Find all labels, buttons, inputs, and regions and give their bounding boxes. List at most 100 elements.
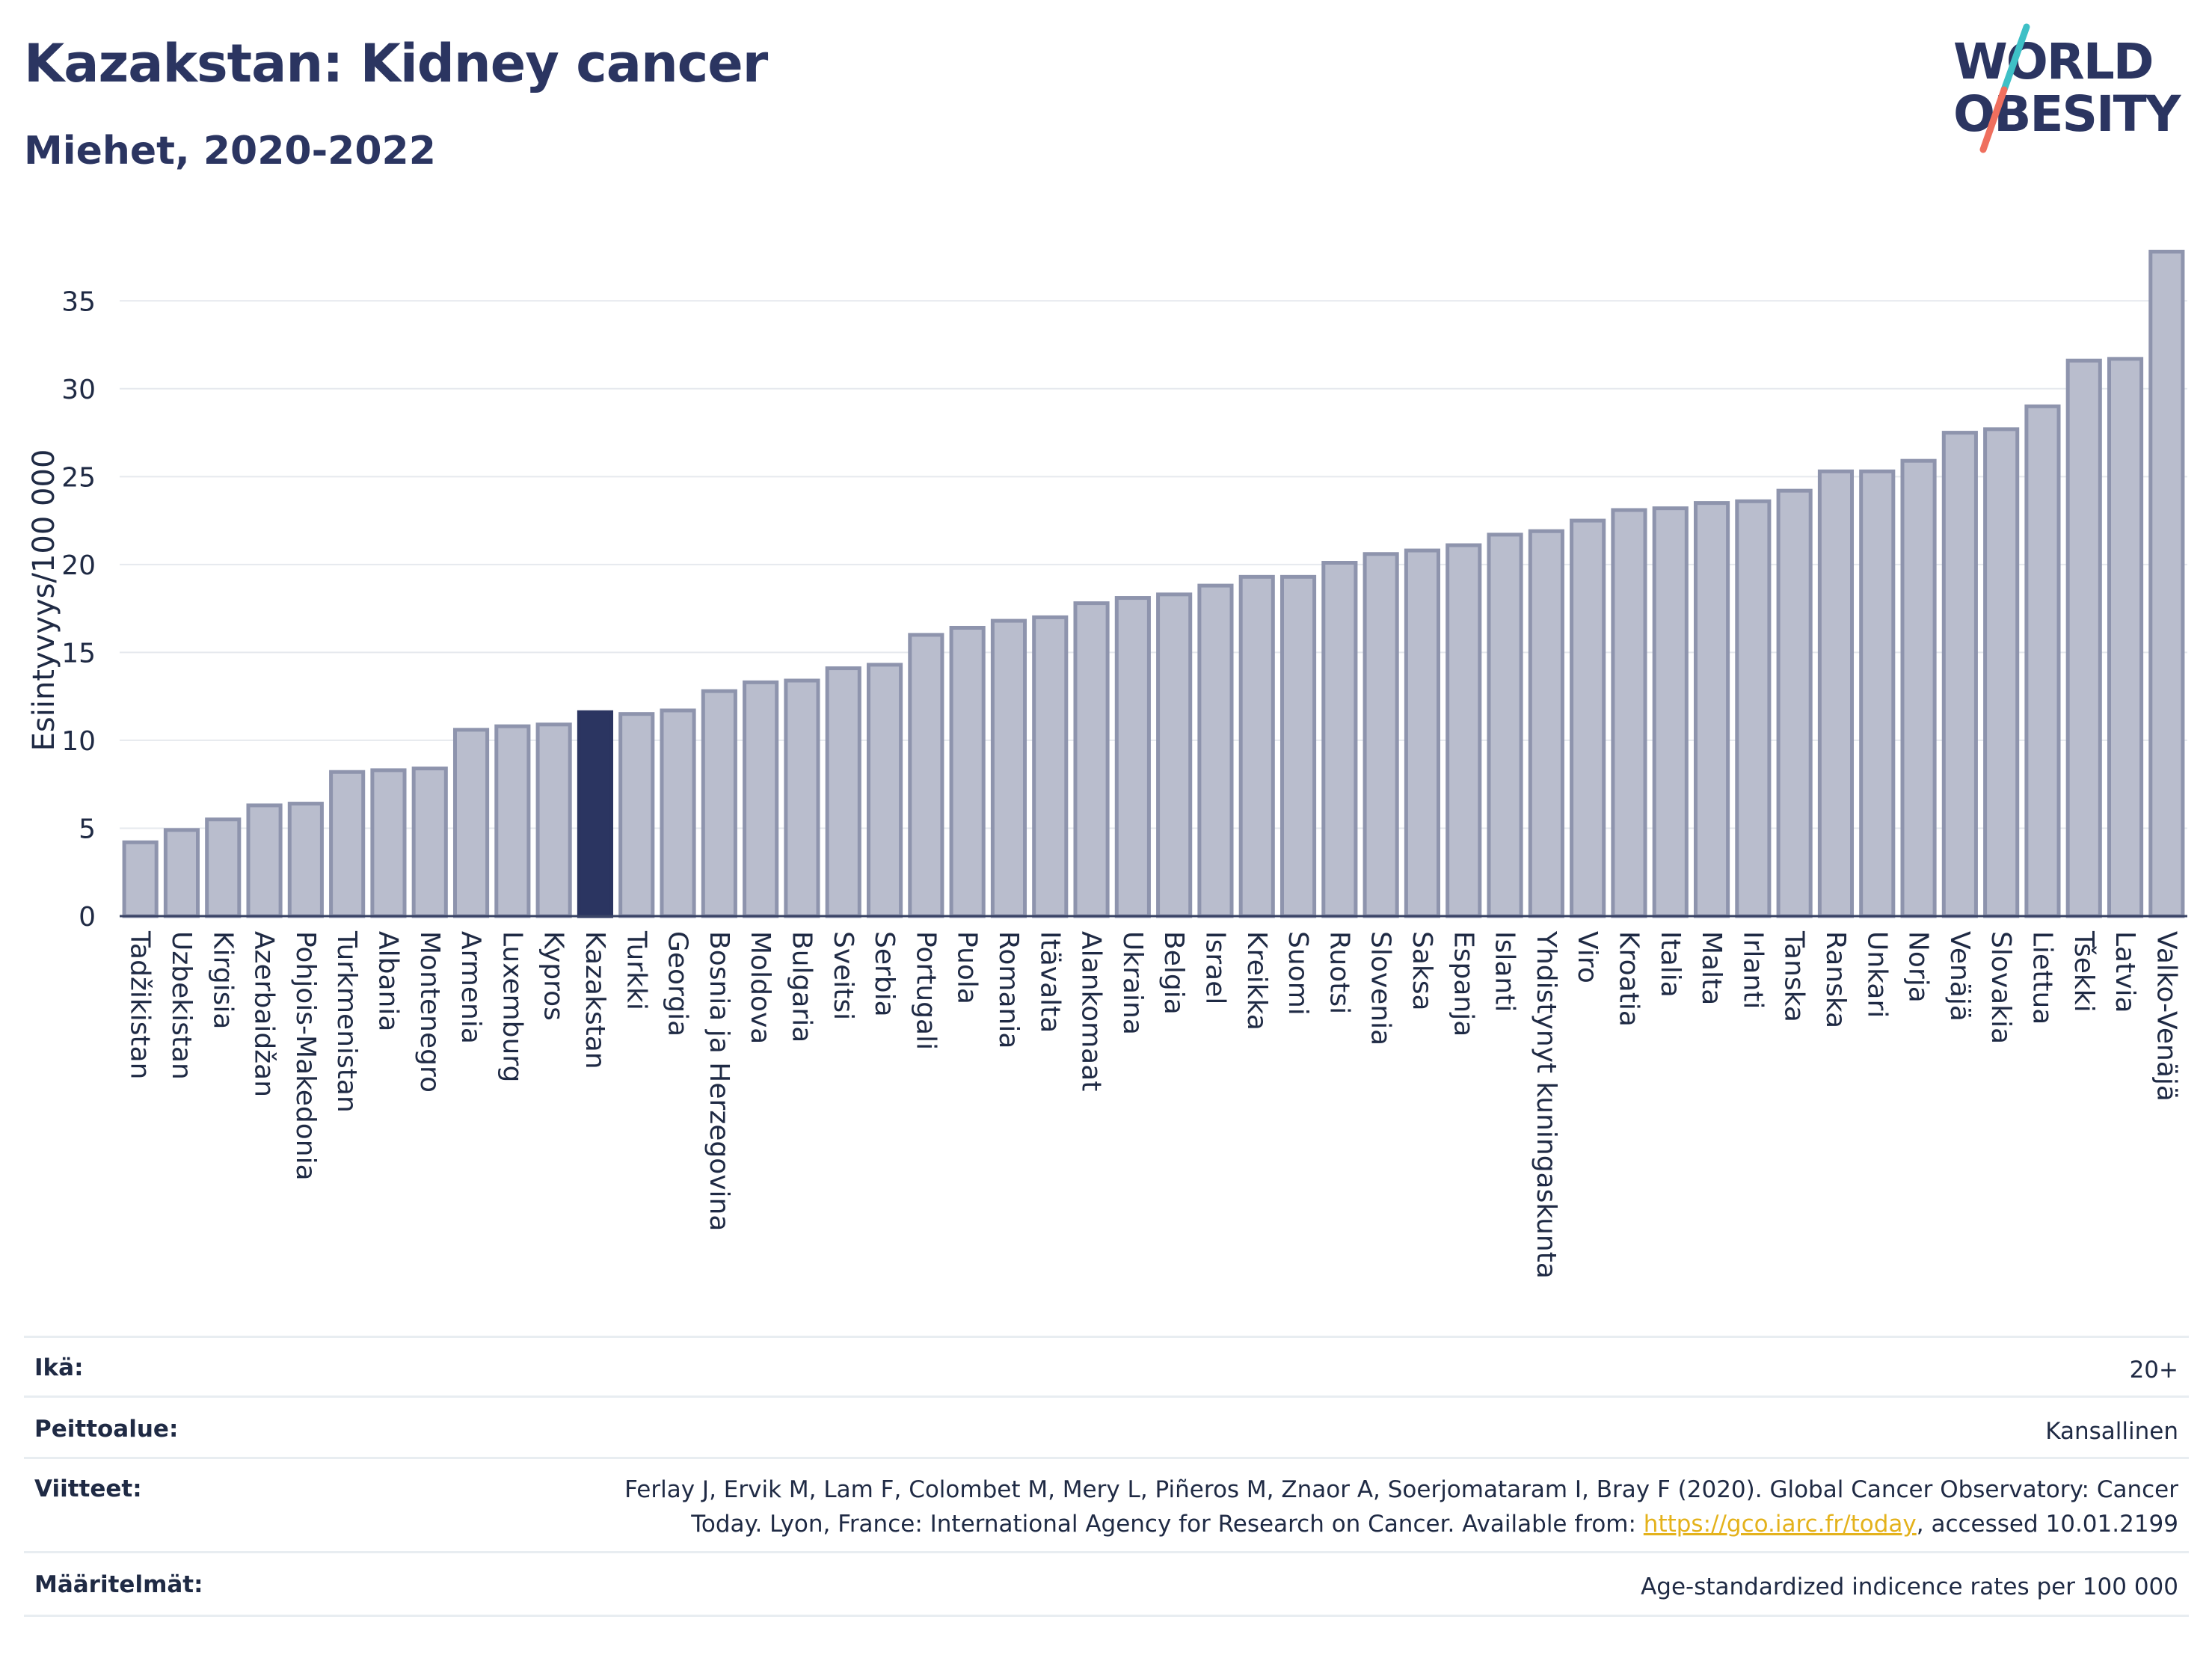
y-tick-label: 15 (61, 638, 96, 669)
bar (1941, 431, 1978, 918)
meta-references-label: Viitteet: (34, 1476, 142, 1502)
x-tick-label: Uzbekistan (166, 931, 197, 1080)
meta-age-label: Ikä: (34, 1354, 84, 1381)
bar (743, 680, 779, 918)
y-tick-label: 35 (61, 286, 96, 317)
meta-definitions-label: Määritelmät: (34, 1571, 203, 1598)
bar (908, 633, 944, 918)
bar-chart: 0 5 10 15 20 25 30 35 Esiintyvyys/100 000 Tadžiki… (27, 249, 2187, 1279)
y-tick-label: 20 (61, 550, 96, 581)
x-tick-label: Kirgisia (207, 931, 238, 1029)
bar (2024, 404, 2061, 918)
meta-references-value: Ferlay J, Ervik M, Lam F, Colombet M, Me… (624, 1473, 2178, 1541)
x-tick-label: Montenegro (414, 931, 445, 1093)
bar (784, 678, 820, 918)
x-tick-label: Yhdistynyt kuningaskunta (1531, 930, 1561, 1279)
x-tick-label: Suomi (1282, 931, 1313, 1016)
x-tick-label: Bulgaria (786, 931, 817, 1043)
x-tick-label: Viro (1572, 931, 1603, 983)
x-tick-label: Portugali (910, 931, 941, 1050)
x-tick-label: Unkari (1861, 931, 1892, 1018)
meta-coverage-value: Kansallinen (2045, 1418, 2178, 1445)
bar (1321, 561, 1358, 918)
x-tick-label: Romania (993, 931, 1024, 1048)
bar (949, 625, 986, 918)
y-axis-label: Esiintyvyys/100 000 (27, 449, 61, 752)
x-tick-label: Pohjois-Makedonia (290, 931, 321, 1181)
y-tick-label: 25 (61, 462, 96, 493)
x-tick-label: Latvia (2110, 931, 2140, 1013)
y-tick-label: 10 (61, 726, 96, 757)
reference-link[interactable]: https://gco.iarc.fr/today (1643, 1511, 1917, 1538)
x-tick-label: Turkmenistan (331, 930, 362, 1113)
x-tick-label: Georgia (663, 931, 693, 1037)
page-subtitle: Miehet, 2020-2022 (24, 129, 436, 174)
bar (1156, 592, 1193, 918)
x-tick-label: Luxemburg (497, 931, 527, 1082)
reference-line-1: Ferlay J, Ervik M, Lam F, Colombet M, Me… (624, 1476, 2178, 1503)
y-tick-label: 5 (79, 814, 96, 844)
bar (990, 618, 1027, 918)
bar (866, 663, 903, 918)
meta-row-coverage: Peittoalue: Kansallinen (24, 1395, 2189, 1459)
reference-line-2: Today. Lyon, France: International Agenc… (624, 1507, 2178, 1541)
logo-slash-coral (1979, 86, 2008, 153)
logo-line1: WORLD (1953, 33, 2153, 90)
x-tick-label: Venäjä (1944, 931, 1975, 1022)
bar (163, 828, 200, 918)
bar (1983, 427, 2020, 918)
x-tick-label: Itävalta (1034, 931, 1065, 1033)
bar (1032, 615, 1069, 918)
world-obesity-logo: WORLD OBESITY (1953, 23, 2184, 153)
bar (1570, 518, 1606, 918)
x-tick-label: Turkki (621, 930, 651, 1010)
x-tick-label: Armenia (455, 931, 486, 1044)
x-tick-label: Sveitsi (828, 931, 858, 1020)
bar (1859, 469, 1896, 918)
x-tick-label: Kroatia (1613, 931, 1644, 1027)
x-tick-label: Puola (952, 931, 983, 1004)
bar (2107, 357, 2144, 918)
bar (825, 666, 861, 918)
x-tick-label: Bosnia ja Herzegovina (704, 931, 734, 1231)
bar (1735, 499, 1772, 918)
bar (452, 728, 490, 918)
bar (1693, 501, 1730, 918)
bar (701, 689, 737, 918)
y-tick-label: 0 (79, 902, 96, 933)
x-tick-label: Serbia (869, 931, 900, 1017)
x-tick-label: Ukraina (1117, 931, 1148, 1035)
bar (1652, 506, 1689, 918)
bar (370, 768, 407, 918)
reference-accessed: , accessed 10.01.2199 (1916, 1511, 2178, 1538)
bar (1817, 469, 1855, 918)
x-tick-label: Azerbaidžan (249, 931, 280, 1097)
bar (287, 802, 324, 918)
bar (1073, 601, 1110, 918)
x-tick-label: Kazakstan (580, 931, 610, 1069)
meta-row-definitions: Määritelmät: Age-standardized indicence … (24, 1551, 2189, 1617)
x-tick-label: Islanti (1490, 931, 1520, 1012)
x-tick-label: Alankomaat (1076, 931, 1107, 1091)
x-tick-label: Slovakia (1985, 931, 2016, 1044)
x-tick-label: Tšekki (2068, 930, 2099, 1013)
bar (2065, 358, 2102, 918)
bar (411, 767, 448, 918)
x-tick-label: Belgia (1158, 931, 1189, 1015)
bar (1528, 529, 1564, 918)
reference-text: Today. Lyon, France: International Agenc… (691, 1511, 1644, 1538)
x-tick-label: Tadžikistan (125, 930, 156, 1079)
bar (660, 708, 696, 918)
bar (1611, 508, 1647, 918)
bar (1279, 574, 1317, 918)
meta-coverage-label: Peittoalue: (34, 1416, 179, 1443)
x-tick-label: Italia (1655, 931, 1686, 998)
bar (246, 803, 283, 918)
bar (1238, 574, 1275, 918)
bar (2148, 249, 2185, 918)
bar (577, 710, 614, 918)
x-tick-label: Ruotsi (1324, 931, 1354, 1014)
bar (1446, 543, 1482, 918)
logo-slash-teal (2000, 23, 2030, 93)
bar (1362, 552, 1399, 918)
